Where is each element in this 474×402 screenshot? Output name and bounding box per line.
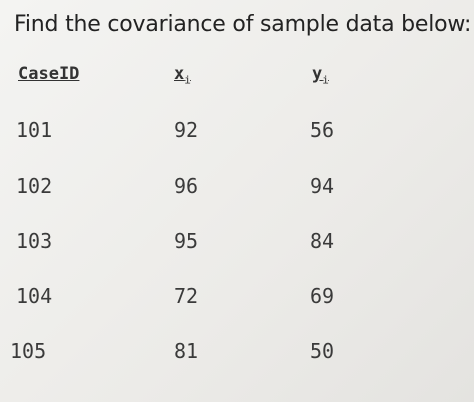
table-cell: 95 bbox=[174, 229, 199, 253]
table-cell: 104 bbox=[16, 284, 53, 308]
table-cell: 92 bbox=[174, 118, 199, 142]
table-cell: 94 bbox=[310, 174, 335, 198]
table-cell: 81 bbox=[174, 339, 199, 363]
question-title: Find the covariance of sample data below… bbox=[14, 12, 472, 37]
table-cell: 72 bbox=[174, 284, 199, 308]
header-subscript: i bbox=[322, 73, 329, 87]
header-base: y bbox=[312, 64, 323, 84]
table-cell: 103 bbox=[16, 229, 53, 253]
column-header: yi bbox=[312, 64, 329, 86]
table-cell: 101 bbox=[16, 118, 53, 142]
table-cell: 96 bbox=[174, 174, 199, 198]
table-cell: 105 bbox=[10, 339, 47, 363]
table-cell: 69 bbox=[310, 284, 335, 308]
table-cell: 84 bbox=[310, 229, 335, 253]
header-base: x bbox=[174, 64, 185, 84]
table-cell: 56 bbox=[310, 118, 335, 142]
header-subscript: i bbox=[184, 73, 191, 87]
column-header: xi bbox=[174, 64, 191, 86]
table-cell: 102 bbox=[16, 174, 53, 198]
column-header: CaseID bbox=[18, 64, 80, 84]
table-cell: 50 bbox=[310, 339, 335, 363]
